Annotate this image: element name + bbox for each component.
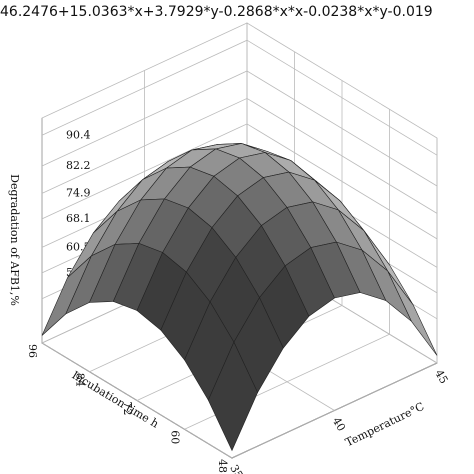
y-tick-label: 84 [74,373,87,387]
grid-line [41,123,438,240]
z-tick-label: 82.2 [66,159,91,172]
z-tick-label: 74.9 [66,186,91,199]
surface-patch [387,270,438,356]
x-tick-label: 35 [227,462,245,474]
x-axis-title: Temperature°C [343,400,426,449]
chart-title: 46.2476+15.0363*x+3.7929*y-0.2868*x*x-0.… [0,4,433,20]
grid-line [41,39,438,156]
x-tick-label: 40 [330,415,348,434]
surface-patch [207,341,258,452]
x-tick-label: 45 [432,367,450,386]
y-tick-label: 96 [26,344,39,358]
z-tick-label: 90.4 [66,128,91,141]
z-axis-title: Degradation of AFB1,% [8,174,21,306]
y-tick-label: 60 [169,430,182,444]
y-tick-label: 48 [216,459,229,473]
grid-line [41,70,438,187]
y-tick-label: 72 [121,402,134,416]
z-tick-label: 68.1 [66,212,91,225]
grid-line [41,97,438,214]
